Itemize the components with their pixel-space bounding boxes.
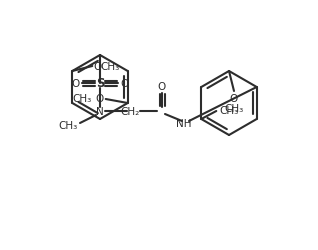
Text: O: O [93, 62, 101, 72]
Text: CH₃: CH₃ [225, 104, 244, 114]
Text: O: O [72, 79, 80, 89]
Text: CH₃: CH₃ [73, 94, 92, 104]
Text: NH: NH [176, 118, 192, 128]
Text: O: O [230, 94, 238, 104]
Text: CH₃: CH₃ [219, 106, 238, 116]
Text: CH₃: CH₃ [59, 120, 78, 130]
Text: N: N [96, 106, 104, 117]
Text: CH₂: CH₂ [121, 106, 140, 117]
Text: S: S [96, 77, 104, 90]
Text: O: O [158, 82, 166, 92]
Text: CH₃: CH₃ [100, 62, 120, 72]
Text: O: O [120, 79, 128, 89]
Text: O: O [95, 94, 104, 104]
